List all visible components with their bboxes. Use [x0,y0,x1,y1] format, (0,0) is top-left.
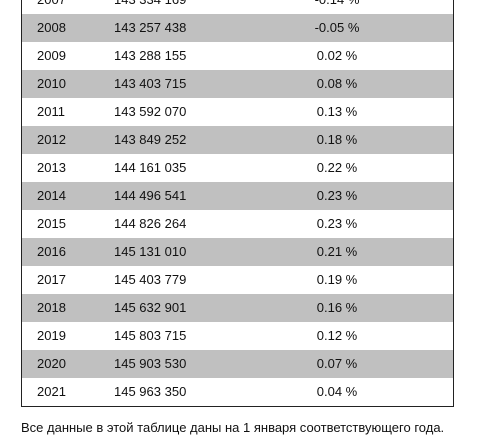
year-cell: 2007 [37,0,66,14]
change-cell: 0.19 % [316,272,358,287]
table-row: 2007 143 334 169 -0.14 % [22,0,453,14]
population-cell: 145 403 779 [114,272,187,287]
change-cell: 0.07 % [316,356,358,371]
change-cell: 0.23 % [316,188,358,203]
year-cell: 2011 [37,104,65,119]
table-row: 2021 145 963 350 0.04 % [22,378,453,406]
table-row: 2019 145 803 715 0.12 % [22,322,453,350]
table-row: 2018 145 632 901 0.16 % [22,294,453,322]
change-cell: 0.12 % [316,328,358,343]
year-cell: 2015 [37,216,66,231]
population-cell: 144 826 264 [114,216,187,231]
table-row: 2010 143 403 715 0.08 % [22,70,453,98]
year-cell: 2019 [37,328,66,343]
change-cell: 0.23 % [316,216,358,231]
year-cell: 2016 [37,244,66,259]
year-cell: 2021 [37,384,66,399]
change-cell: 0.13 % [316,104,358,119]
year-cell: 2012 [37,132,66,147]
table-row: 2015 144 826 264 0.23 % [22,210,453,238]
population-cell: 145 131 010 [114,244,187,259]
table-row: 2008 143 257 438 -0.05 % [22,14,453,42]
population-cell: 144 161 035 [114,160,187,175]
population-cell: 145 803 715 [114,328,187,343]
change-cell: 0.02 % [316,48,358,63]
population-table: 2007 143 334 169 -0.14 % 2008 143 257 438 -0.… [21,0,454,407]
change-cell: 0.04 % [316,384,358,399]
table-row: 2016 145 131 010 0.21 % [22,238,453,266]
population-cell: 145 632 901 [114,300,187,315]
year-cell: 2008 [37,20,66,35]
year-cell: 2010 [37,76,66,91]
table-row: 2011 143 592 070 0.13 % [22,98,453,126]
year-cell: 2014 [37,188,66,203]
change-cell: -0.14 % [282,0,392,14]
change-cell: 0.21 % [316,244,358,259]
year-cell: 2017 [37,272,66,287]
change-cell: 0.16 % [316,300,358,315]
table-row: 2020 145 903 530 0.07 % [22,350,453,378]
footnote: Все данные в этой таблице даны на 1 янва… [21,420,445,435]
change-cell: 0.18 % [316,132,358,147]
table-row: 2017 145 403 779 0.19 % [22,266,453,294]
change-cell: 0.08 % [316,76,358,91]
population-cell: 145 963 350 [114,384,187,399]
change-cell: 0.22 % [316,160,358,175]
population-cell: 145 903 530 [114,356,187,371]
table-row: 2014 144 496 541 0.23 % [22,182,453,210]
table-row: 2009 143 288 155 0.02 % [22,42,453,70]
year-cell: 2020 [37,356,66,371]
population-cell: 143 592 070 [114,104,187,119]
year-cell: 2009 [37,48,66,63]
population-cell: 143 849 252 [114,132,187,147]
population-cell: 143 334 169 [114,0,186,14]
population-cell: 143 257 438 [114,20,187,35]
table-row: 2013 144 161 035 0.22 % [22,154,453,182]
population-cell: 143 403 715 [114,76,187,91]
population-cell: 143 288 155 [114,48,187,63]
population-cell: 144 496 541 [114,188,187,203]
year-cell: 2013 [37,160,66,175]
table-row: 2012 143 849 252 0.18 % [22,126,453,154]
change-cell: -0.05 % [314,20,360,35]
year-cell: 2018 [37,300,66,315]
